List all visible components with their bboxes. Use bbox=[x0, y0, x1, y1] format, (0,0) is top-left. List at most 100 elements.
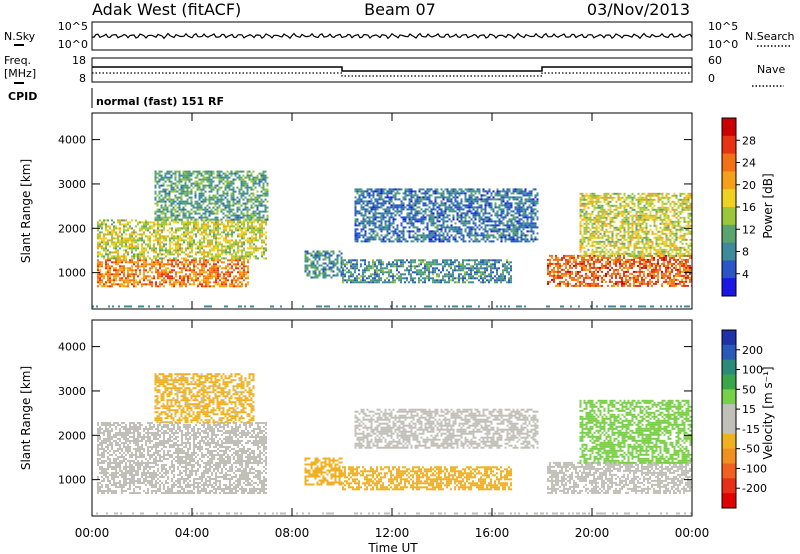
data-cell bbox=[173, 237, 175, 240]
data-cell bbox=[151, 247, 153, 250]
data-cell bbox=[446, 226, 449, 229]
data-cell bbox=[514, 216, 517, 219]
data-cell bbox=[210, 182, 213, 185]
data-cell bbox=[254, 204, 257, 207]
data-cell bbox=[121, 241, 123, 244]
data-cell bbox=[205, 283, 207, 286]
data-cell bbox=[264, 190, 267, 193]
data-cell bbox=[400, 259, 402, 262]
data-cell bbox=[446, 238, 449, 241]
data-cell bbox=[194, 190, 197, 193]
data-cell bbox=[416, 236, 419, 239]
data-cell bbox=[384, 279, 386, 282]
data-cell bbox=[464, 271, 466, 274]
data-cell bbox=[514, 212, 517, 215]
data-cell bbox=[211, 267, 213, 270]
data-cell bbox=[236, 202, 239, 205]
data-cell bbox=[448, 259, 450, 262]
data-cell bbox=[261, 225, 263, 228]
data-cell bbox=[358, 190, 361, 193]
data-cell bbox=[229, 253, 231, 256]
data-cell bbox=[432, 218, 435, 221]
data-cell bbox=[219, 255, 221, 258]
data-cell bbox=[440, 281, 442, 284]
data-cell bbox=[490, 277, 492, 280]
data-cell bbox=[440, 204, 443, 207]
data-cell bbox=[202, 200, 205, 203]
data-cell bbox=[189, 277, 191, 280]
data-cell bbox=[262, 194, 265, 197]
data-cell bbox=[504, 269, 506, 272]
data-cell bbox=[149, 247, 151, 250]
data-cell bbox=[362, 228, 365, 231]
data-cell bbox=[524, 202, 527, 205]
data-cell bbox=[236, 214, 239, 217]
data-cell bbox=[502, 198, 505, 201]
data-cell bbox=[428, 261, 430, 264]
data-cell bbox=[230, 182, 233, 185]
data-cell bbox=[186, 184, 189, 187]
data-cell bbox=[241, 253, 243, 256]
data-cell bbox=[260, 198, 263, 201]
data-cell bbox=[406, 208, 409, 211]
data-cell bbox=[254, 178, 257, 181]
data-cell bbox=[362, 214, 365, 217]
data-cell bbox=[468, 210, 471, 213]
data-cell bbox=[436, 212, 439, 215]
data-cell bbox=[452, 204, 455, 207]
data-cell bbox=[193, 273, 195, 276]
data-cell bbox=[314, 272, 317, 275]
data-cell bbox=[376, 194, 379, 197]
data-cell bbox=[151, 263, 153, 266]
data-cell bbox=[157, 261, 159, 264]
data-cell bbox=[195, 247, 197, 250]
data-cell bbox=[155, 239, 157, 242]
data-cell bbox=[398, 275, 400, 278]
data-cell bbox=[243, 275, 245, 278]
data-cell bbox=[216, 192, 219, 195]
data-cell bbox=[392, 230, 395, 233]
data-cell bbox=[414, 226, 417, 229]
data-cell bbox=[179, 285, 181, 288]
data-cell bbox=[500, 273, 502, 276]
data-cell bbox=[448, 190, 451, 193]
data-cell bbox=[258, 196, 261, 199]
data-cell bbox=[166, 176, 169, 179]
data-cell bbox=[412, 194, 415, 197]
data-cell bbox=[245, 273, 247, 276]
data-cell bbox=[408, 200, 411, 203]
data-cell bbox=[190, 216, 193, 219]
data-cell bbox=[217, 227, 219, 230]
data-cell bbox=[482, 212, 485, 215]
data-cell bbox=[199, 239, 201, 242]
data-cell bbox=[109, 245, 111, 248]
data-cell bbox=[398, 204, 401, 207]
data-cell bbox=[251, 223, 253, 226]
data-cell bbox=[348, 269, 350, 272]
data-cell bbox=[490, 214, 493, 217]
data-cell bbox=[99, 277, 101, 280]
data-cell bbox=[444, 210, 447, 213]
data-cell bbox=[228, 204, 231, 207]
data-cell bbox=[480, 204, 483, 207]
data-cell bbox=[522, 234, 525, 237]
data-cell bbox=[171, 229, 173, 232]
data-cell bbox=[532, 204, 535, 207]
data-cell bbox=[196, 180, 199, 183]
data-cell bbox=[506, 230, 509, 233]
data-cell bbox=[490, 263, 492, 266]
data-cell bbox=[442, 232, 445, 235]
data-cell bbox=[234, 190, 237, 193]
data-cell bbox=[370, 188, 373, 191]
data-cell bbox=[265, 243, 267, 246]
data-cell bbox=[164, 192, 167, 195]
data-cell bbox=[250, 198, 253, 201]
data-cell bbox=[398, 259, 400, 262]
data-cell bbox=[215, 273, 217, 276]
data-cell bbox=[474, 218, 477, 221]
data-cell bbox=[153, 229, 155, 232]
data-cell bbox=[430, 238, 433, 241]
data-cell bbox=[135, 225, 137, 228]
data-cell bbox=[324, 250, 327, 253]
data-cell bbox=[406, 269, 408, 272]
